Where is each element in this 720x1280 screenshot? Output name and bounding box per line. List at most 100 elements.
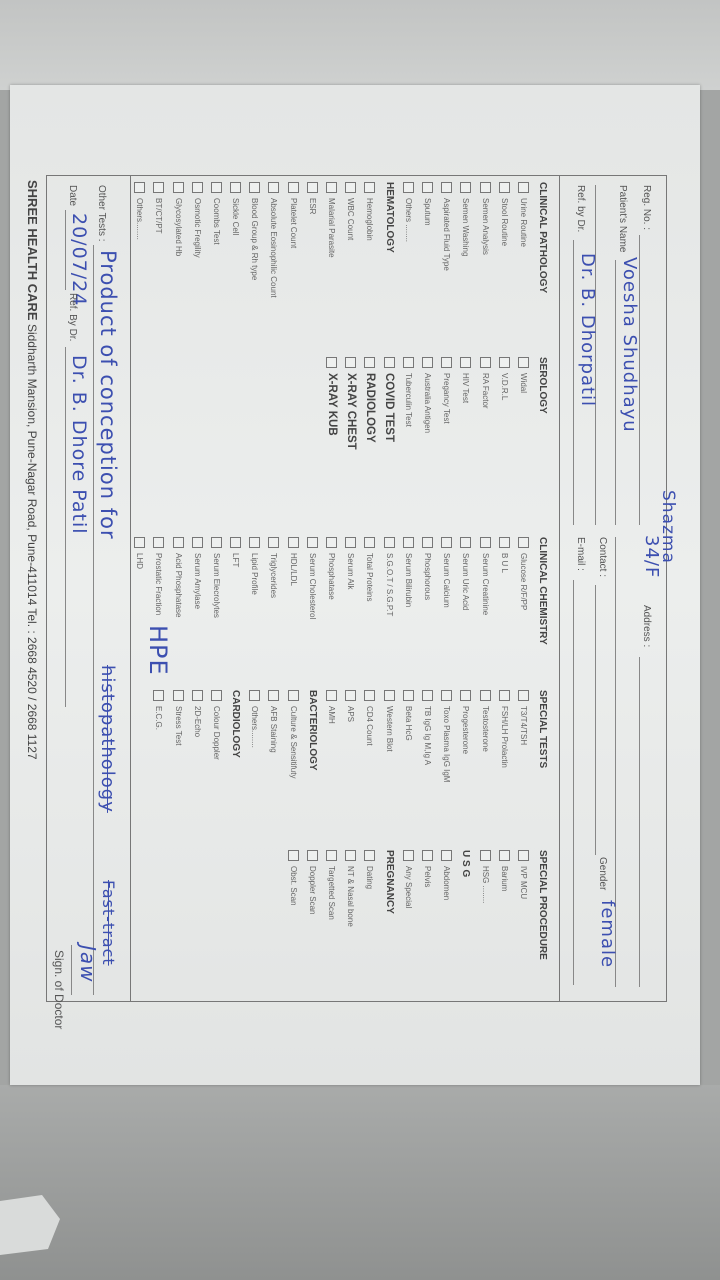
test-option[interactable]: Obst. Scan [284,850,303,960]
checkbox[interactable] [441,690,453,701]
checkbox[interactable] [345,357,357,368]
checkbox[interactable] [364,690,376,701]
checkbox[interactable] [421,182,433,193]
test-option[interactable]: Glycosylated Hb [168,182,187,298]
test-option[interactable]: Barium [495,850,514,960]
test-option[interactable]: Serum Amylase [188,537,207,645]
test-option[interactable]: Progesterone [456,690,475,782]
checkbox[interactable] [249,537,261,548]
checkbox[interactable] [172,182,184,193]
checkbox[interactable] [210,182,222,193]
test-option[interactable]: Serum Calcium [437,537,456,645]
test-option[interactable]: Semen Washing [456,182,475,298]
test-option[interactable]: Phosphorous [418,537,437,645]
checkbox[interactable] [191,690,203,701]
test-option[interactable]: Glucose R/F/PP [514,537,533,645]
test-option[interactable]: Coombs Test [207,182,226,298]
checkbox[interactable] [460,182,472,193]
test-option[interactable]: Absolute Eosinophilic Count [264,182,283,298]
checkbox[interactable] [441,850,453,861]
test-option[interactable]: LFT [226,537,245,645]
test-option[interactable]: ESR [303,182,322,298]
checkbox[interactable] [421,690,433,701]
checkbox[interactable] [326,537,338,548]
test-option[interactable]: Stool Routine [495,182,514,298]
test-option[interactable]: Any Special [399,850,418,960]
test-option[interactable]: Urine Routine [514,182,533,298]
checkbox[interactable] [402,850,414,861]
test-option[interactable]: Abdomen [437,850,456,960]
checkbox[interactable] [306,537,318,548]
test-option[interactable]: Stress Test [168,690,187,782]
test-option[interactable]: Culture & Sensitifuty [284,690,303,782]
test-option[interactable]: APS [341,690,360,782]
test-option[interactable]: Serum Cholesterol [303,537,322,645]
checkbox[interactable] [383,357,395,368]
checkbox[interactable] [153,537,165,548]
checkbox[interactable] [268,690,280,701]
test-option[interactable]: Serum Elecrolytes [207,537,226,645]
checkbox[interactable] [134,537,146,548]
checkbox[interactable] [345,690,357,701]
test-option[interactable]: X-RAY CHEST [341,357,360,450]
checkbox[interactable] [460,690,472,701]
checkbox[interactable] [287,690,299,701]
test-option[interactable]: FSH/LH Prolactin [495,690,514,782]
checkbox[interactable] [498,182,510,193]
checkbox[interactable] [479,850,491,861]
test-option[interactable]: E.C.G. [149,690,168,782]
checkbox[interactable] [230,182,242,193]
checkbox[interactable] [421,357,433,368]
test-option[interactable]: V.D.R.L [495,357,514,450]
checkbox[interactable] [249,182,261,193]
checkbox[interactable] [287,537,299,548]
test-option[interactable]: TB IgG Ig M,Ig A [418,690,437,782]
test-option[interactable]: Doppler Scan [303,850,322,960]
checkbox[interactable] [479,182,491,193]
checkbox[interactable] [479,357,491,368]
test-option[interactable]: HSG ........ [475,850,494,960]
test-option[interactable]: Colour Doppler [207,690,226,782]
test-option[interactable]: Blood Group & Rh type [245,182,264,298]
test-option[interactable]: Tuberculin Test [399,357,418,450]
test-option[interactable]: Platelet Count [284,182,303,298]
checkbox[interactable] [441,182,453,193]
test-option[interactable]: Serum Bilirubin [399,537,418,645]
test-option[interactable]: S.G.O.T / S.G.P.T [380,537,399,645]
checkbox[interactable] [402,537,414,548]
checkbox[interactable] [517,182,529,193]
checkbox[interactable] [364,850,376,861]
test-option[interactable]: Others ........ [399,182,418,298]
checkbox[interactable] [517,690,529,701]
test-option[interactable]: NT & Nasal bone [341,850,360,960]
test-option[interactable]: Serum Uric Acid [456,537,475,645]
checkbox[interactable] [498,537,510,548]
checkbox[interactable] [498,357,510,368]
checkbox[interactable] [364,182,376,193]
test-option[interactable]: Australia Antigen [418,357,437,450]
checkbox[interactable] [421,850,433,861]
checkbox[interactable] [230,537,242,548]
checkbox[interactable] [326,850,338,861]
section-heading[interactable]: HEMATOLOGY [380,182,399,298]
checkbox[interactable] [326,357,338,368]
checkbox[interactable] [153,182,165,193]
checkbox[interactable] [287,182,299,193]
test-option[interactable]: HIV Test [456,357,475,450]
checkbox[interactable] [517,850,529,861]
test-option[interactable]: Toxo Plasma IgG IgM [437,690,456,782]
checkbox[interactable] [345,850,357,861]
test-option[interactable]: Targetted Scan [322,850,341,960]
test-option[interactable]: 2D-Echo [188,690,207,782]
test-option[interactable]: Sputum [418,182,437,298]
test-option[interactable]: Serum Alk [341,537,360,645]
test-option[interactable]: HDL/LDL [284,537,303,645]
checkbox[interactable] [287,850,299,861]
test-option[interactable]: Serum Creatinine [475,537,494,645]
test-option[interactable]: RA Factor [475,357,494,450]
checkbox[interactable] [441,357,453,368]
test-option[interactable]: Others........ [245,690,264,782]
checkbox[interactable] [191,537,203,548]
test-option[interactable]: COVID TEST [380,357,399,450]
checkbox[interactable] [210,690,222,701]
